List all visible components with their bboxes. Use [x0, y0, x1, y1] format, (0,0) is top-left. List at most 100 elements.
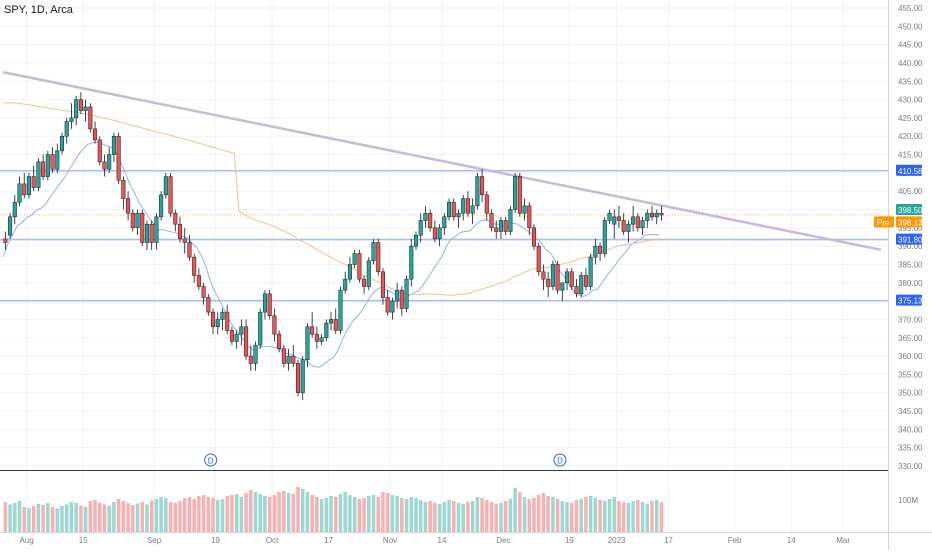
candle-body [239, 326, 244, 335]
trendline [2, 70, 882, 252]
candle-body [258, 311, 263, 346]
volume-bar [116, 499, 121, 532]
volume-bar [31, 506, 36, 532]
volume-bar [46, 503, 50, 532]
candle-body [291, 355, 296, 364]
volume-bar [607, 499, 612, 532]
volume-bar [480, 498, 484, 532]
volume-bar [489, 502, 494, 532]
y-tick-label: 420.00 [898, 132, 923, 141]
candle-body [475, 176, 480, 207]
candle-body [93, 128, 98, 141]
x-tick-label: 14 [787, 536, 796, 545]
candle-body [380, 271, 385, 298]
volume-bar [74, 503, 78, 532]
y-tick-label: 415.00 [898, 151, 923, 160]
candle-body [498, 220, 503, 232]
candle-body [305, 326, 310, 360]
volume-bar [367, 496, 371, 532]
candle-body [508, 209, 513, 232]
candle-body [154, 216, 159, 243]
volume-bar [126, 503, 130, 532]
candle-body [409, 245, 414, 280]
candle-body [640, 220, 645, 229]
price-label-box [896, 294, 922, 306]
volume-bar [371, 495, 376, 532]
volume-bar [574, 500, 579, 532]
dividend-marker[interactable] [204, 453, 218, 467]
candle-body [111, 135, 116, 155]
candle-body [329, 319, 334, 324]
candle-body [484, 194, 489, 214]
x-tick-label: 17 [664, 536, 673, 545]
volume-bar [617, 501, 621, 532]
candle-body [451, 201, 456, 218]
dividend-marker-label: D [557, 457, 563, 466]
candle-body [338, 289, 343, 331]
volume-bar [225, 496, 229, 532]
volume-bar [621, 502, 626, 532]
volume-bar [518, 492, 522, 532]
candle-body [579, 275, 584, 295]
x-tick-label: Mar [836, 536, 850, 545]
volume-bar [168, 502, 173, 532]
candle-body [616, 216, 621, 221]
dividend-marker[interactable] [553, 453, 567, 467]
volume-bar [112, 502, 116, 532]
candle-body [192, 256, 197, 276]
x-tick-label: 19 [565, 536, 574, 545]
volume-axis-label: 100M [898, 496, 918, 505]
y-tick-label: 355.00 [898, 370, 923, 379]
volume-bar [513, 488, 517, 532]
candle-body [229, 330, 234, 342]
candle-body [31, 176, 36, 188]
volume-bar [206, 497, 211, 532]
candle-body [352, 253, 357, 265]
candle-body [428, 212, 433, 229]
candle-body [107, 154, 112, 170]
volume-bar [343, 492, 347, 532]
volume-bar [555, 499, 560, 532]
volume-bar [69, 502, 74, 532]
ma-slow-line [2, 102, 660, 296]
y-tick-label: 440.00 [898, 59, 923, 68]
candle-body [196, 275, 201, 287]
candle-body [621, 220, 626, 232]
volume-bar [197, 496, 201, 532]
volume-bar [93, 500, 97, 532]
x-tick-label: Nov [383, 536, 397, 545]
candle-body [163, 176, 168, 196]
volume-bar [310, 495, 314, 532]
volume-bar [319, 499, 324, 532]
candle-body [177, 223, 183, 240]
y-tick-label: 345.00 [898, 407, 923, 416]
volume-bar [88, 501, 93, 532]
candle-body [593, 245, 598, 258]
candle-body [253, 344, 258, 364]
candle-body [654, 212, 659, 218]
volume-bar [603, 501, 607, 532]
volume-bar [149, 500, 154, 532]
y-tick-label: 390.00 [898, 242, 923, 251]
candle-body [371, 242, 376, 262]
volume-bar [385, 493, 390, 532]
candle-body [376, 242, 381, 273]
x-tick-label: Sep [147, 536, 162, 545]
volume-bar [145, 504, 149, 532]
price-label-text: 375.13 [898, 297, 923, 306]
volume-bar [352, 497, 357, 532]
volume-bar [64, 504, 69, 532]
volume-bar [485, 500, 489, 532]
candle-body [513, 176, 518, 210]
volume-bar [357, 499, 362, 532]
candle-body [522, 205, 527, 214]
y-tick-label: 395.00 [898, 224, 923, 233]
volume-bar [551, 497, 555, 532]
volume-bar [164, 498, 168, 532]
candle-body [465, 198, 470, 214]
candle-body [36, 161, 41, 188]
volume-bar [659, 502, 664, 532]
candle-body [333, 319, 338, 331]
volume-bar [452, 501, 456, 532]
